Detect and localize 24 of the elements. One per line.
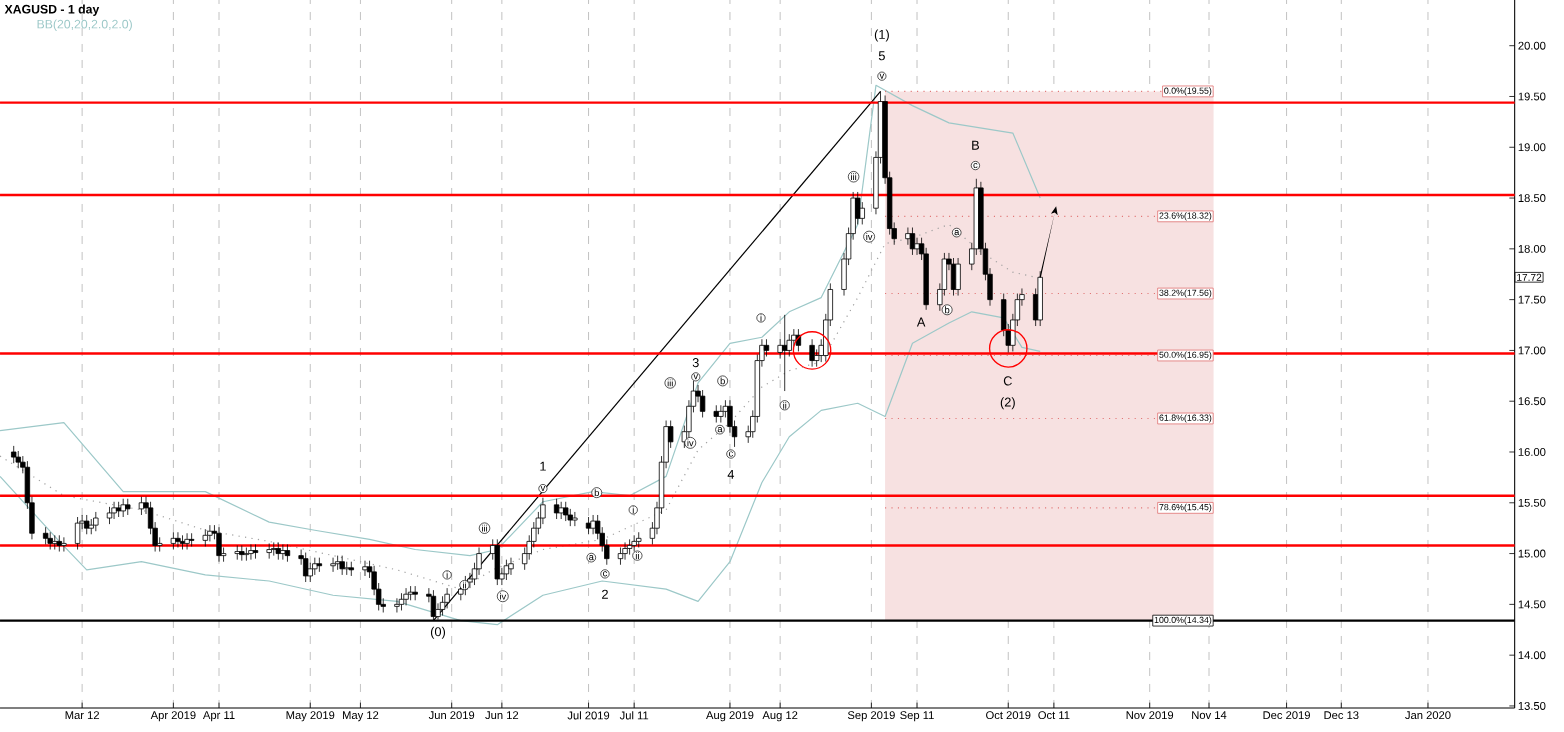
candlestick — [955, 257, 961, 296]
candlestick — [56, 534, 63, 552]
candlestick — [563, 501, 569, 522]
candlestick — [859, 201, 865, 225]
candlestick — [61, 536, 67, 552]
candlestick — [622, 542, 628, 561]
candlestick — [699, 389, 706, 418]
candlestick — [307, 562, 313, 583]
candlestick — [809, 338, 815, 368]
candlestick — [909, 227, 916, 256]
candlestick — [243, 547, 250, 562]
candlestick — [572, 511, 578, 527]
candlestick — [403, 587, 409, 606]
candlestick — [412, 585, 418, 601]
candlestick — [111, 501, 117, 520]
candlestick — [508, 557, 514, 576]
candlestick — [234, 545, 240, 561]
candlestick — [444, 587, 450, 609]
candlestick — [348, 561, 354, 577]
candlestick — [188, 532, 195, 547]
candlestick — [252, 544, 259, 560]
candlestick — [316, 557, 323, 573]
candlestick — [394, 597, 400, 613]
candlestick — [138, 496, 145, 516]
